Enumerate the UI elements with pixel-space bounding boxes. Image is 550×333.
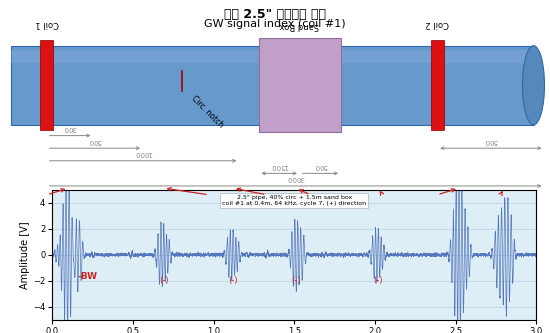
Text: 500: 500	[88, 138, 102, 144]
Text: -BW: -BW	[78, 272, 98, 281]
Text: (-): (-)	[160, 275, 169, 284]
Text: (-): (-)	[228, 275, 238, 284]
Text: 직경 2.5" 매설배관 목업: 직경 2.5" 매설배관 목업	[224, 8, 326, 21]
Bar	[431, 40, 444, 130]
Text: 500: 500	[484, 138, 498, 144]
Text: 300: 300	[63, 125, 77, 131]
Bar	[11, 46, 534, 125]
Text: Sand Box: Sand Box	[280, 21, 320, 30]
Bar	[258, 39, 341, 132]
Bar	[11, 50, 534, 64]
Text: 2.5" pipe, 40% circ + 1.5m sand box
coil #1 at 0.4m, 64 kHz, cycle 7, (+) direct: 2.5" pipe, 40% circ + 1.5m sand box coil…	[222, 195, 366, 206]
Ellipse shape	[522, 46, 544, 125]
Text: GW signal index (coil #1): GW signal index (coil #1)	[204, 19, 346, 29]
Text: (-): (-)	[291, 275, 301, 284]
Text: 500: 500	[314, 163, 327, 169]
Text: 1500: 1500	[270, 163, 288, 169]
Text: 3000: 3000	[287, 175, 305, 181]
Bar	[40, 40, 53, 130]
Text: (-): (-)	[373, 275, 383, 284]
Text: Coil 2: Coil 2	[426, 19, 449, 28]
Text: 1000: 1000	[134, 150, 152, 156]
Y-axis label: Amplitude [V]: Amplitude [V]	[20, 221, 30, 289]
Text: Circ. notch: Circ. notch	[190, 94, 225, 130]
Text: Coil 1: Coil 1	[35, 19, 58, 28]
